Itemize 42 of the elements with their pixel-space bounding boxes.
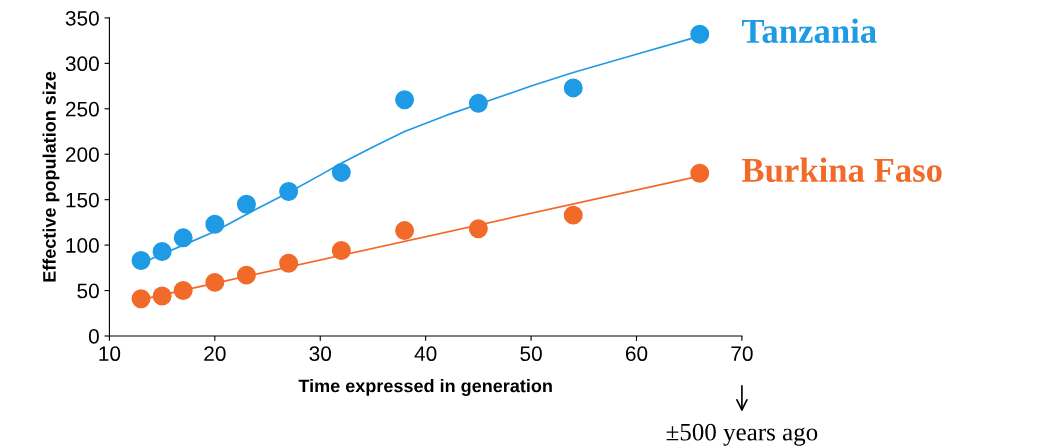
point [131,289,151,309]
y-tick-label: 250 [65,101,99,117]
point [563,78,583,98]
point [205,272,225,292]
point [279,253,299,273]
series-label: Burkina Faso [741,157,942,183]
point [236,194,256,214]
point [331,241,351,261]
x-tick-label: 40 [414,346,437,362]
x-axis-title: Time expressed in generation [298,379,552,396]
y-tick-label: 50 [77,283,99,299]
point [279,182,299,201]
point [173,281,193,301]
point [395,221,415,241]
point [468,93,488,113]
point [395,90,415,110]
point [205,214,225,234]
x-tick-label: 10 [99,346,121,362]
y-tick-label: 200 [65,147,99,162]
y-tick-label: 300 [65,56,99,72]
point [236,265,256,285]
x-tick-label: 70 [731,346,753,362]
point [131,251,151,271]
point [331,162,351,182]
point [152,286,172,306]
y-tick-label: 150 [66,192,99,208]
y-axis-title: Effective population size [42,71,60,282]
text: ±500 years ago [666,423,818,446]
point [152,242,172,261]
y-tick-label: 0 [88,329,99,344]
y-tick-label: 350 [65,10,99,26]
point [563,205,583,225]
y-tick-label: 100 [66,238,99,253]
point [690,163,710,183]
x-tick-label: 20 [204,346,226,362]
point [690,24,710,44]
x-tick-label: 30 [309,346,332,362]
x-tick-label: 60 [625,346,648,362]
x-tick-label: 50 [520,346,542,362]
point [468,219,488,239]
point [173,228,193,248]
series-label: Tanzania [741,18,877,43]
